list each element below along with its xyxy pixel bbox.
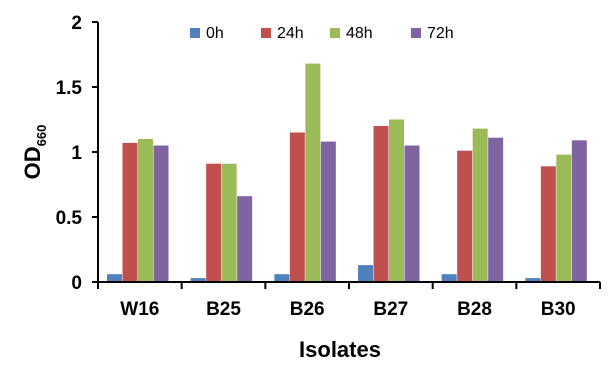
bar-b28-48h (472, 128, 488, 282)
bar-b28-0h (441, 274, 457, 282)
bars-group (107, 63, 587, 282)
legend-label-72h: 72h (427, 25, 454, 42)
y-axis-title-subscript: 660 (34, 125, 49, 147)
x-tick-label: B25 (206, 299, 241, 320)
bar-w16-24h (122, 142, 138, 282)
bar-b26-0h (274, 274, 290, 282)
bar-b30-0h (525, 278, 541, 282)
bar-b26-24h (289, 132, 305, 282)
x-axis-title: Isolates (299, 337, 381, 362)
bar-b25-24h (206, 163, 222, 282)
x-tick-label: B27 (373, 299, 408, 320)
y-tick-label: 0 (71, 273, 82, 294)
y-axis-title: OD660 (20, 125, 49, 180)
x-tick-label: B26 (290, 299, 325, 320)
x-tick-label: B28 (457, 299, 492, 320)
bar-b25-0h (190, 278, 206, 282)
legend-label-24h: 24h (277, 25, 304, 42)
bar-b28-72h (488, 137, 504, 282)
legend: 0h 24h 48h 72h (190, 25, 454, 42)
legend-label-48h: 48h (346, 25, 373, 42)
bar-b27-48h (389, 119, 404, 282)
bar-w16-0h (107, 274, 122, 282)
y-tick-label: 0.5 (56, 208, 83, 229)
y-tick-label: 2 (71, 13, 82, 34)
bar-b26-48h (305, 63, 321, 282)
y-tick-label: 1 (71, 143, 82, 164)
legend-swatch-48h (330, 28, 340, 38)
x-tick-label: B30 (541, 299, 576, 320)
y-axis-title-main: OD (20, 146, 45, 179)
legend-swatch-72h (411, 28, 421, 38)
bar-b27-72h (404, 145, 420, 282)
legend-label-0h: 0h (206, 25, 224, 42)
bar-b30-72h (571, 140, 587, 282)
bar-b30-48h (556, 154, 572, 282)
bar-b26-72h (320, 141, 336, 282)
legend-swatch-24h (261, 28, 271, 38)
x-tick-label: W16 (120, 299, 159, 320)
bar-b27-24h (373, 126, 389, 282)
bar-b25-48h (221, 163, 237, 282)
axes-group (92, 21, 601, 289)
y-tick-label: 1.5 (56, 78, 83, 99)
tick-labels-group: 0 0.5 1 1.5 2 W16 B25 B26 B27 B28 B30 (56, 13, 576, 320)
bar-b25-72h (237, 196, 253, 282)
bar-b28-24h (457, 150, 473, 282)
bar-b30-24h (540, 166, 556, 282)
bar-b27-0h (358, 265, 373, 282)
legend-swatch-0h (190, 28, 200, 38)
bar-w16-48h (138, 139, 153, 282)
bar-w16-72h (153, 145, 169, 282)
